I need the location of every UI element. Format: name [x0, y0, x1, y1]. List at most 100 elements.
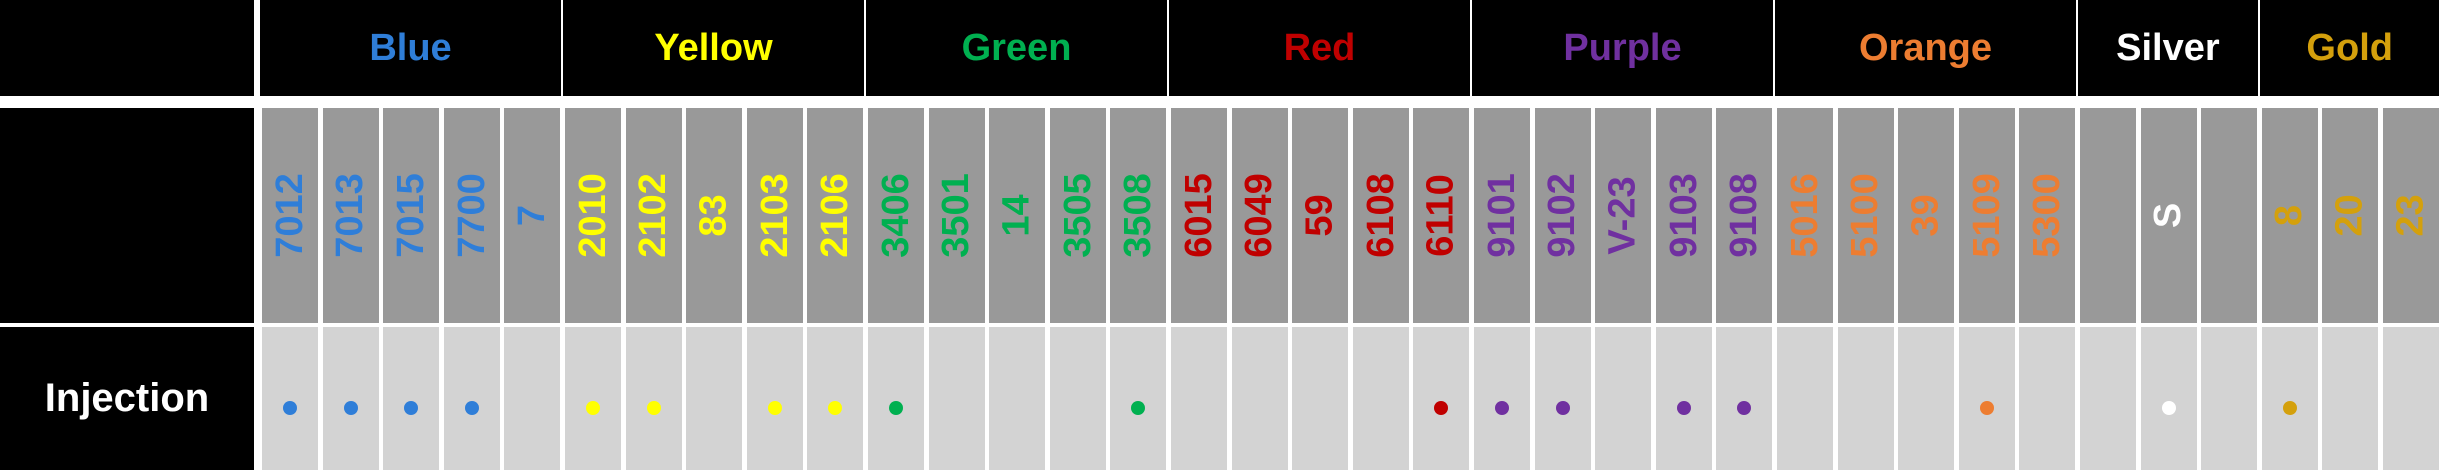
- code-cell: 2103: [746, 108, 803, 323]
- group-header: Gold: [2259, 0, 2439, 96]
- code-label: 9103: [1662, 173, 1705, 258]
- code-cell: 20: [2322, 108, 2379, 323]
- code-label: 7015: [389, 173, 432, 258]
- code-cell: V-23: [1595, 108, 1652, 323]
- code-cell: 3501: [928, 108, 985, 323]
- injection-dot: [1979, 401, 1994, 415]
- code-label: 5016: [1783, 173, 1826, 258]
- code-label: 7700: [450, 173, 493, 258]
- injection-dot: [767, 401, 782, 415]
- code-cell: 9103: [1655, 108, 1712, 323]
- code-label: 6108: [1359, 173, 1402, 258]
- corner-cell: [0, 0, 254, 96]
- injection-cell: [1837, 327, 1894, 470]
- code-cell: 6108: [1352, 108, 1409, 323]
- injection-cell: [1352, 327, 1409, 470]
- code-label: 5109: [1965, 173, 2008, 258]
- injection-cell: [383, 327, 440, 470]
- injection-dot: [1495, 401, 1509, 415]
- code-label: 3501: [935, 173, 978, 258]
- code-label: 7013: [329, 173, 372, 258]
- code-label: 23: [2389, 194, 2432, 237]
- injection-cell: [686, 327, 743, 470]
- code-cell: 5100: [1837, 108, 1894, 323]
- code-label: 39: [1904, 194, 1947, 237]
- code-label: 2102: [632, 173, 675, 258]
- code-label: 8: [2268, 204, 2311, 227]
- code-cell: 2106: [807, 108, 864, 323]
- injection-dot: [283, 401, 297, 415]
- code-cell: 8: [2261, 108, 2318, 323]
- group-header: Green: [866, 0, 1167, 96]
- injection-cell: [2383, 327, 2439, 470]
- injection-cell: [1413, 327, 1470, 470]
- row-label: Injection: [0, 327, 254, 470]
- code-cell: 9102: [1534, 108, 1591, 323]
- code-label: 3406: [874, 173, 917, 258]
- injection-cell: [2080, 327, 2136, 470]
- code-cell: 6015: [1171, 108, 1227, 323]
- code-cell: 7015: [383, 108, 440, 323]
- group-header: Red: [1169, 0, 1470, 96]
- code-cell: 3508: [1110, 108, 1167, 323]
- code-cell: 14: [989, 108, 1046, 323]
- injection-cell: [1292, 327, 1349, 470]
- injection-cell: [625, 327, 682, 470]
- code-cell: 83: [686, 108, 743, 323]
- code-label: 6110: [1419, 174, 1462, 257]
- injection-dot: [2282, 401, 2297, 415]
- injection-cell: [1958, 327, 2015, 470]
- code-cell: 2010: [565, 108, 621, 323]
- injection-dot: [404, 401, 419, 415]
- code-label: 9102: [1541, 173, 1584, 258]
- injection-cell: [504, 327, 561, 470]
- injection-dot: [343, 401, 358, 415]
- injection-cell: [1110, 327, 1167, 470]
- code-cell: [2080, 108, 2136, 323]
- injection-dot: [1131, 401, 1146, 415]
- injection-cell: [2019, 327, 2076, 470]
- code-label: 3508: [1116, 173, 1159, 258]
- group-header: Orange: [1775, 0, 2076, 96]
- code-cell: 3505: [1049, 108, 1106, 323]
- injection-cell: [1716, 327, 1773, 470]
- code-cell: 7012: [262, 108, 318, 323]
- code-label: 83: [692, 194, 735, 237]
- code-label: S: [2147, 202, 2190, 229]
- row-header-blank: [0, 108, 254, 323]
- injection-dot: [2161, 401, 2176, 415]
- injection-cell: [2201, 327, 2258, 470]
- code-cell: 5300: [2019, 108, 2076, 323]
- injection-dot: [1434, 401, 1449, 415]
- code-cell: 9108: [1716, 108, 1773, 323]
- code-label: 2103: [753, 173, 796, 258]
- code-cell: 3406: [868, 108, 924, 323]
- code-label: 9101: [1480, 173, 1523, 258]
- injection-cell: [322, 327, 379, 470]
- code-label: 2106: [813, 173, 856, 258]
- code-cell: 5109: [1958, 108, 2015, 323]
- injection-cell: [989, 327, 1046, 470]
- code-cell: [2201, 108, 2258, 323]
- injection-cell: [1898, 327, 1955, 470]
- code-cell: 5016: [1777, 108, 1833, 323]
- code-label: 7012: [268, 173, 311, 258]
- code-label: 5300: [2025, 173, 2068, 258]
- injection-dot: [889, 401, 903, 415]
- injection-cell: [1655, 327, 1712, 470]
- injection-cell: [1049, 327, 1106, 470]
- code-label: 6049: [1238, 173, 1281, 258]
- group-header: Purple: [1472, 0, 1773, 96]
- code-label: 5100: [1844, 173, 1887, 258]
- code-label: 7: [510, 204, 553, 227]
- injection-cell: [928, 327, 985, 470]
- code-cell: 59: [1292, 108, 1349, 323]
- code-label: 9108: [1722, 173, 1765, 258]
- code-cell: 7: [504, 108, 561, 323]
- code-cell: 39: [1898, 108, 1955, 323]
- injection-dot: [1737, 401, 1752, 415]
- injection-dot: [646, 401, 661, 415]
- code-label: V-23: [1601, 176, 1644, 255]
- code-cell: 23: [2383, 108, 2439, 323]
